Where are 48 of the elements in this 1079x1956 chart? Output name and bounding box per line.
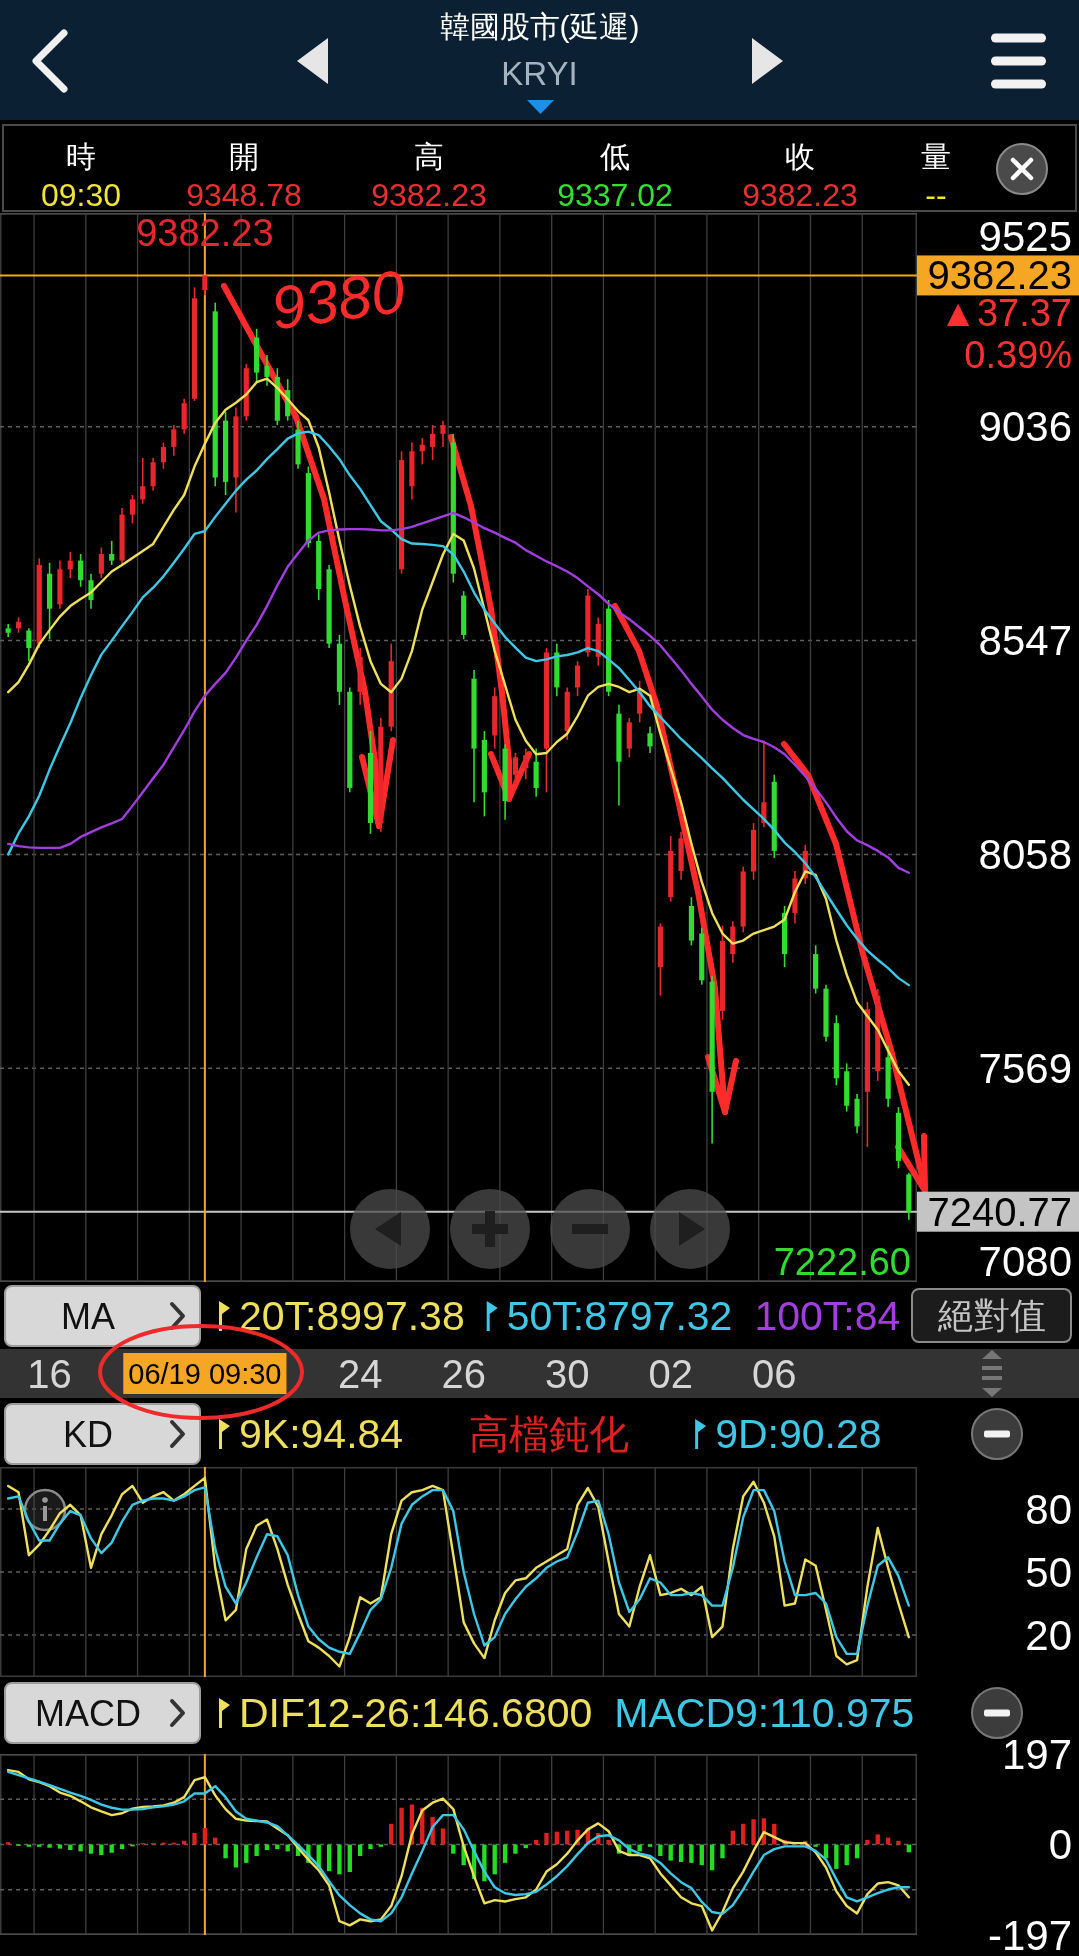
y-tick-label: 8547 bbox=[978, 617, 1072, 665]
legend-title: MACD bbox=[35, 1692, 141, 1734]
x-tick-label: 24 bbox=[337, 1351, 383, 1396]
y-tick-label: 9036 bbox=[978, 403, 1072, 451]
y-tick-label: -197 bbox=[987, 1911, 1072, 1956]
text: 50T:8797.32 bbox=[506, 1293, 733, 1339]
category-label: 時 bbox=[66, 139, 96, 173]
text: 9348.78 bbox=[186, 177, 302, 213]
category-label: 低 bbox=[600, 139, 630, 173]
category-label: 收 bbox=[785, 139, 815, 173]
text: 20T:8997.38 bbox=[239, 1293, 465, 1339]
x-tick-label: 06/19 09:30 bbox=[128, 1357, 282, 1390]
legend-title: KD bbox=[62, 1413, 114, 1455]
y-tick-label: 80 bbox=[1025, 1485, 1072, 1533]
y-tick-label: 7569 bbox=[978, 1044, 1072, 1092]
text: 9382.23 bbox=[371, 177, 487, 213]
annotation: 9380 bbox=[267, 257, 409, 343]
text: 9382.23 bbox=[742, 177, 858, 213]
text: -- bbox=[925, 177, 947, 213]
text: 09:30 bbox=[40, 177, 122, 213]
x-tick-label: 06 bbox=[751, 1351, 797, 1396]
x-tick-label: 02 bbox=[648, 1351, 693, 1396]
legend-title: MA bbox=[61, 1295, 115, 1337]
ref-line-label: 7240.77 bbox=[927, 1189, 1072, 1234]
category-label: 高 bbox=[414, 139, 444, 173]
text: 絕對值 bbox=[936, 1295, 1046, 1336]
category-label: 量 bbox=[921, 139, 951, 173]
text: KRYI bbox=[501, 54, 578, 92]
y-tick-label: 7080 bbox=[978, 1237, 1072, 1285]
x-tick-label: 30 bbox=[544, 1351, 590, 1396]
text: 韓國股市(延遲) bbox=[439, 9, 640, 43]
y-tick-label: 0 bbox=[1048, 1821, 1072, 1868]
legend-label: 9D:90.28 bbox=[715, 1411, 882, 1457]
text: MACD9:110.975 bbox=[614, 1690, 915, 1736]
legend-label: 9K:94.84 bbox=[239, 1411, 404, 1457]
text: 0.39% bbox=[964, 334, 1072, 376]
y-tick-label: 20 bbox=[1025, 1611, 1072, 1659]
text: 100T:84 bbox=[754, 1293, 901, 1339]
text: 高檔鈍化 bbox=[469, 1412, 630, 1456]
y-tick-label: 50 bbox=[1025, 1548, 1072, 1596]
category-label: 開 bbox=[229, 139, 259, 173]
annotation: 7222.60 bbox=[773, 1241, 911, 1283]
legend-label: DIF12-26:146.6800 bbox=[239, 1690, 593, 1736]
y-tick-label: 197 bbox=[1001, 1730, 1072, 1778]
text: 9337.02 bbox=[557, 177, 673, 213]
x-tick-label: 16 bbox=[27, 1351, 72, 1396]
y-tick-label: 8058 bbox=[978, 830, 1072, 878]
x-tick-label: 26 bbox=[441, 1351, 486, 1396]
